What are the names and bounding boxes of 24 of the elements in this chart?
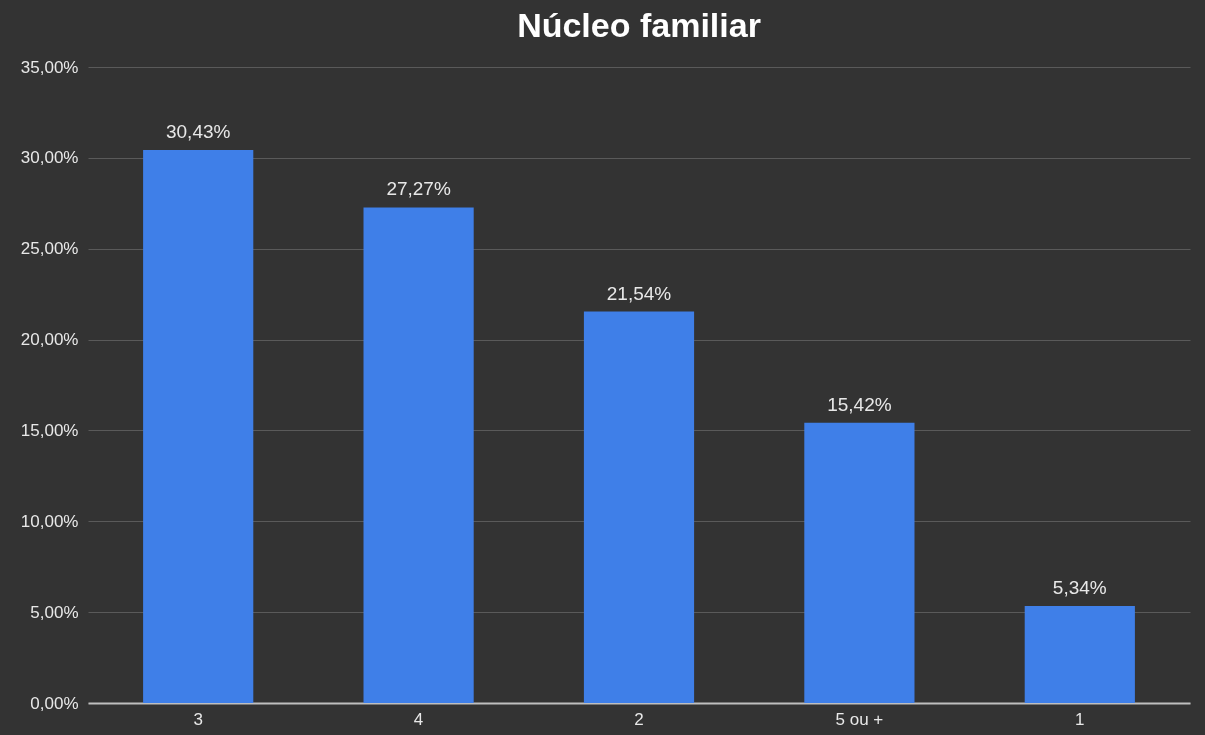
bar (583, 311, 695, 703)
y-tick-label: 30,00% (20, 148, 79, 168)
chart-title: Núcleo familiar (517, 6, 761, 44)
data-label: 21,54% (606, 282, 672, 304)
x-tick-label: 3 (193, 709, 203, 729)
data-label: 5,34% (1052, 576, 1107, 598)
bar (1024, 605, 1135, 703)
bar (804, 422, 915, 703)
y-tick-label: 5,00% (30, 602, 79, 622)
x-tick-label: 2 (634, 709, 644, 729)
x-tick-label: 1 (1075, 709, 1085, 729)
y-tick-label: 10,00% (20, 511, 79, 531)
y-tick-label: 0,00% (30, 693, 79, 713)
x-tick-label: 5 ou + (835, 709, 884, 729)
y-tick-label: 25,00% (20, 239, 79, 259)
y-tick-label: 15,00% (20, 420, 79, 440)
bar (363, 207, 474, 703)
data-label: 27,27% (386, 178, 451, 200)
y-tick-label: 35,00% (20, 57, 79, 77)
data-label: 15,42% (827, 393, 892, 415)
bar (143, 150, 254, 703)
x-tick-label: 4 (413, 709, 424, 729)
y-tick-label: 20,00% (20, 330, 79, 350)
data-label: 30,43% (165, 121, 231, 143)
